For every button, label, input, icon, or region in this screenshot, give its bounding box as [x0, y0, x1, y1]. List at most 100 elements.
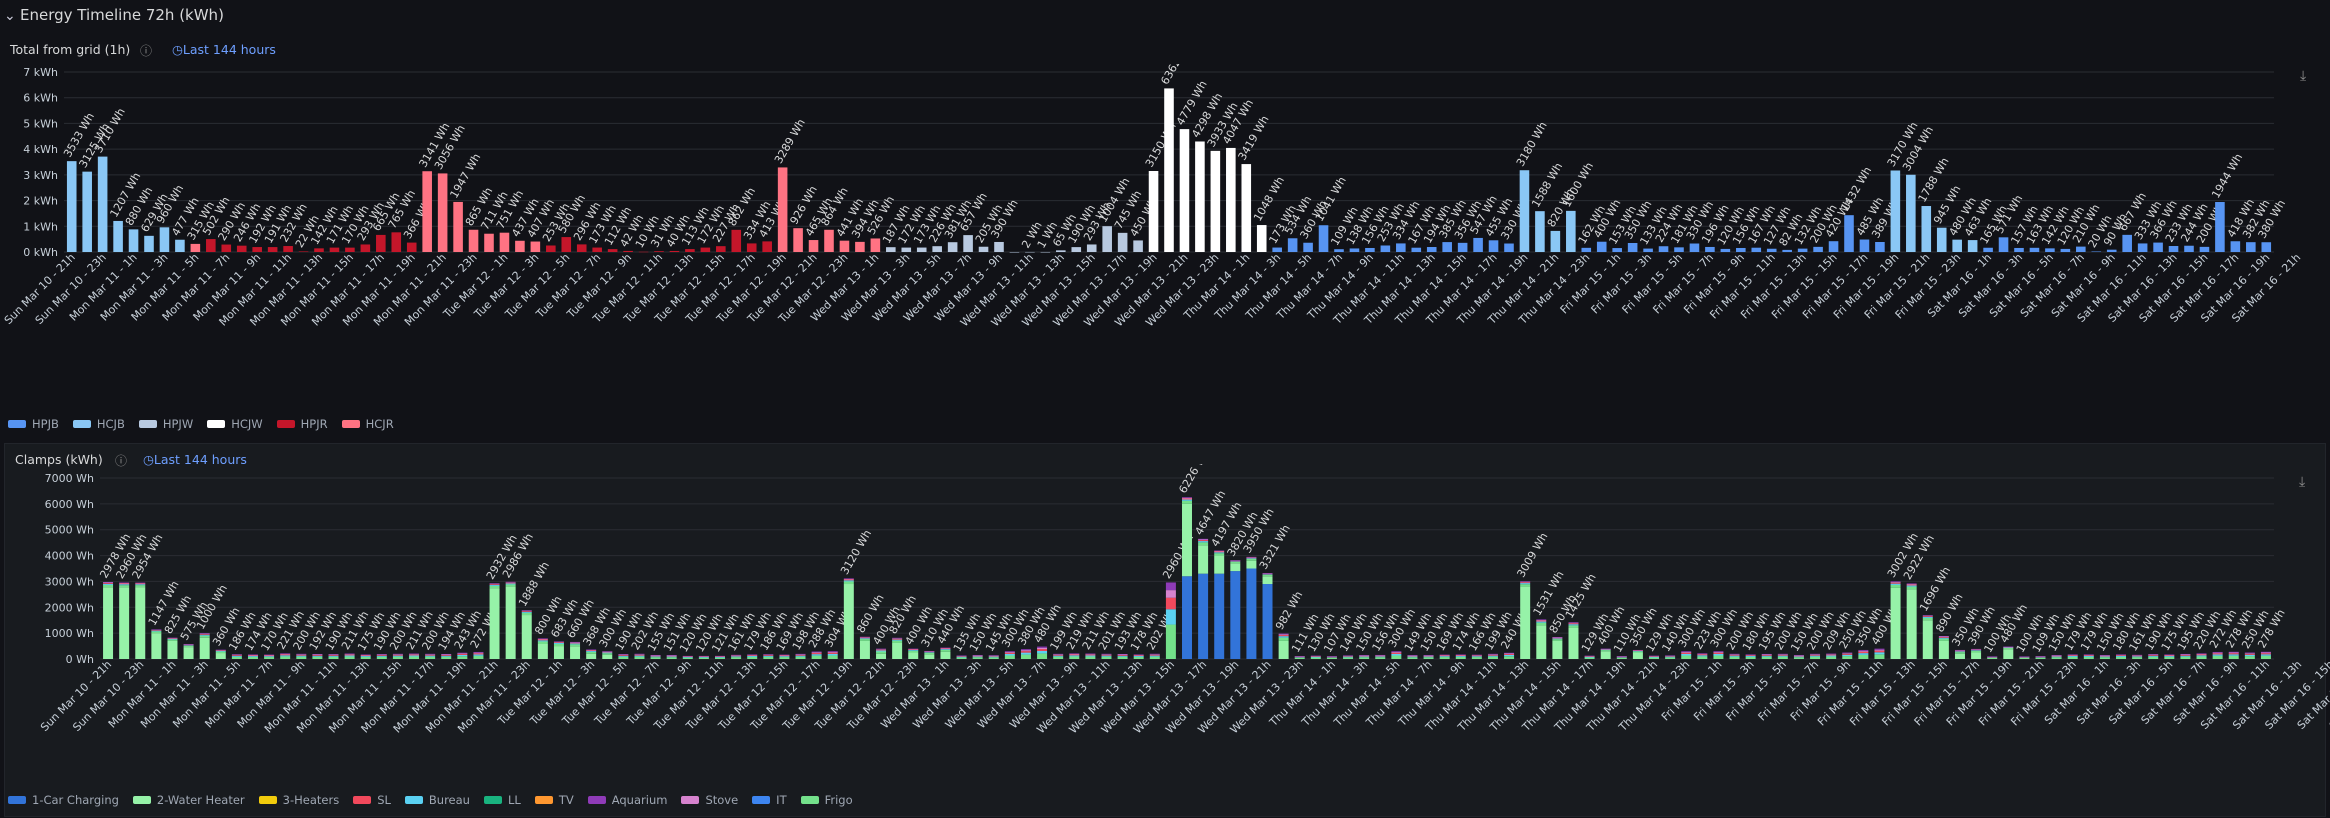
bar-segment-stove[interactable]	[1407, 655, 1418, 657]
bar-segment-stove[interactable]	[296, 654, 307, 655]
bar-segment-frigo[interactable]	[1310, 657, 1321, 659]
bar[interactable]	[66, 161, 77, 252]
bar-segment-frigo[interactable]	[553, 643, 564, 647]
bar[interactable]	[654, 251, 664, 252]
bar-segment-water-heater[interactable]	[215, 653, 226, 659]
bar[interactable]	[82, 171, 92, 252]
bar-segment-bureau[interactable]	[215, 650, 226, 652]
bar-segment-bureau[interactable]	[360, 656, 371, 657]
bar-segment-frigo[interactable]	[908, 650, 919, 653]
bar[interactable]	[236, 245, 247, 252]
bar-segment-frigo[interactable]	[280, 656, 291, 659]
bar-segment-stove[interactable]	[827, 651, 838, 653]
bar-segment-aquarium[interactable]	[489, 583, 500, 584]
bar-segment-sl[interactable]	[2228, 653, 2239, 655]
bar-segment-sl[interactable]	[1310, 656, 1321, 657]
bar-segment-frigo[interactable]	[1133, 656, 1144, 659]
bar-segment-frigo[interactable]	[731, 657, 742, 659]
bar-segment-sl[interactable]	[666, 655, 677, 657]
bar-segment-bureau[interactable]	[409, 655, 420, 657]
bar-segment-stove[interactable]	[1069, 653, 1080, 655]
bar-segment-aquarium[interactable]	[698, 655, 709, 657]
bar-segment-frigo[interactable]	[1375, 657, 1386, 659]
download-icon[interactable]: ⤓	[2299, 474, 2306, 490]
bar-segment-sl[interactable]	[1971, 649, 1982, 651]
bar-segment-bureau[interactable]	[1471, 656, 1482, 658]
bar-segment-bureau[interactable]	[1729, 655, 1740, 657]
bar[interactable]	[1504, 243, 1514, 252]
bar-segment-frigo[interactable]	[1954, 652, 1965, 654]
bar-segment-stove[interactable]	[650, 655, 661, 656]
bar-segment-aquarium[interactable]	[1954, 649, 1965, 651]
bar-segment-water-heater[interactable]	[1246, 560, 1257, 569]
bar[interactable]	[484, 233, 494, 252]
bar[interactable]	[638, 251, 649, 253]
bar-segment-sl[interactable]	[135, 583, 146, 585]
bar-segment-aquarium[interactable]	[1810, 653, 1821, 655]
bar[interactable]	[406, 242, 417, 252]
bar[interactable]	[1612, 248, 1622, 252]
bar-segment-aquarium[interactable]	[892, 637, 903, 639]
bar-segment-aquarium[interactable]	[1198, 538, 1209, 540]
bar-segment-aquarium[interactable]	[2260, 651, 2271, 653]
bar[interactable]	[1906, 174, 1916, 252]
bar-segment-aquarium[interactable]	[1391, 651, 1402, 653]
bar[interactable]	[561, 237, 572, 252]
legend-item[interactable]: HPJW	[138, 417, 193, 431]
bar[interactable]	[345, 247, 355, 252]
bar[interactable]	[1396, 243, 1406, 252]
bar-segment-sl[interactable]	[2003, 647, 2014, 648]
bar-segment-water-heater[interactable]	[183, 647, 194, 659]
bar-segment-stove[interactable]	[618, 654, 629, 656]
bar-segment-stove[interactable]	[843, 578, 854, 580]
bar[interactable]	[2153, 242, 2163, 252]
bar-segment-frigo[interactable]	[1713, 655, 1724, 659]
bar-segment-stove[interactable]	[1616, 656, 1627, 657]
bar-segment-bureau[interactable]	[553, 642, 564, 644]
bar-segment-bureau[interactable]	[1745, 655, 1756, 657]
bar-segment-sl[interactable]	[1214, 551, 1225, 553]
bar-segment-frigo[interactable]	[1326, 657, 1337, 659]
bar-segment-water-heater[interactable]	[892, 642, 903, 659]
bar-segment-frigo[interactable]	[859, 639, 870, 641]
bar-segment-sl[interactable]	[1391, 652, 1402, 654]
bar-segment-frigo[interactable]	[1568, 625, 1579, 628]
bar-segment-aquarium[interactable]	[586, 649, 597, 650]
bar-segment-aquarium[interactable]	[151, 629, 162, 630]
bar-segment-stove[interactable]	[1906, 584, 1917, 585]
bar-segment-stove[interactable]	[1487, 654, 1498, 655]
bar-segment-bureau[interactable]	[537, 640, 548, 642]
bar[interactable]	[2060, 248, 2071, 252]
bar-segment-stove[interactable]	[328, 654, 339, 656]
bar-segment-aquarium[interactable]	[1423, 655, 1434, 656]
bar[interactable]	[206, 239, 216, 252]
bar[interactable]	[870, 238, 881, 252]
bar-segment-sl[interactable]	[1182, 498, 1192, 500]
bar-segment-frigo[interactable]	[2164, 656, 2175, 659]
bar[interactable]	[1025, 251, 1035, 253]
bar-segment-aquarium[interactable]	[2003, 646, 2014, 648]
bar-segment-sl[interactable]	[2099, 655, 2110, 657]
bar-segment-sl[interactable]	[2051, 655, 2062, 657]
bar-segment-frigo[interactable]	[1278, 637, 1289, 641]
bar-segment-sl[interactable]	[183, 644, 194, 646]
bar-segment-frigo[interactable]	[167, 639, 178, 641]
bar-segment-water-heater[interactable]	[570, 646, 581, 659]
bar-segment-bureau[interactable]	[425, 655, 436, 657]
bar-segment-aquarium[interactable]	[296, 653, 307, 655]
bar-segment-frigo[interactable]	[2244, 656, 2255, 659]
bar-segment-water-heater[interactable]	[1198, 545, 1209, 574]
bar-segment-bureau[interactable]	[441, 655, 452, 657]
bar-segment-aquarium[interactable]	[1504, 652, 1515, 654]
bar-segment-aquarium[interactable]	[1874, 648, 1885, 650]
bar-segment-sl[interactable]	[1407, 655, 1418, 657]
bar-segment-stove[interactable]	[892, 638, 903, 639]
bar-segment-bureau[interactable]	[811, 654, 822, 656]
bar-segment-aquarium[interactable]	[1713, 651, 1724, 653]
bar-segment-frigo[interactable]	[2148, 656, 2159, 659]
bar-segment-stove[interactable]	[2180, 654, 2191, 655]
bar-segment-sl[interactable]	[1729, 654, 1740, 656]
bar[interactable]	[252, 247, 262, 252]
legend-item[interactable]: HPJR	[276, 417, 328, 431]
bar-segment-stove[interactable]	[1504, 653, 1515, 655]
